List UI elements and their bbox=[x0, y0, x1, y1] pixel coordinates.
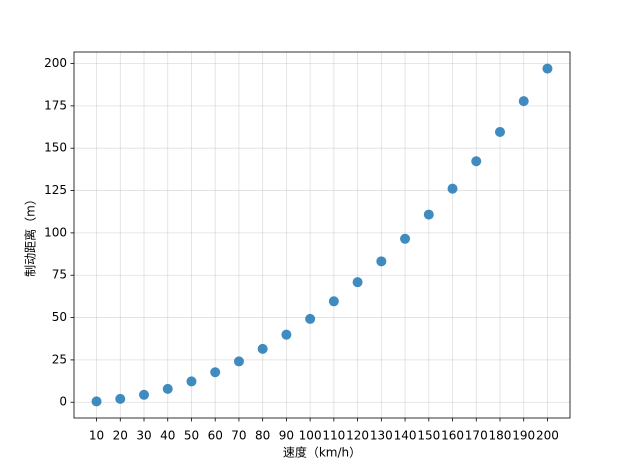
x-tick-label: 80 bbox=[255, 429, 270, 443]
point bbox=[518, 96, 529, 107]
point bbox=[376, 256, 387, 267]
x-tick-label: 70 bbox=[231, 429, 246, 443]
x-tick-label: 110 bbox=[322, 429, 345, 443]
point bbox=[91, 396, 102, 407]
point bbox=[210, 367, 221, 378]
x-tick-label: 10 bbox=[89, 429, 104, 443]
x-tick-label: 90 bbox=[279, 429, 294, 443]
x-tick-label: 160 bbox=[441, 429, 464, 443]
y-tick-label: 175 bbox=[44, 98, 67, 112]
x-tick-label: 40 bbox=[160, 429, 175, 443]
x-tick-label: 100 bbox=[299, 429, 322, 443]
x-tick-label: 140 bbox=[394, 429, 417, 443]
point bbox=[400, 233, 411, 244]
point bbox=[257, 343, 268, 354]
x-tick-label: 50 bbox=[184, 429, 199, 443]
x-tick-label: 200 bbox=[536, 429, 559, 443]
y-tick-label: 25 bbox=[52, 352, 67, 366]
point bbox=[139, 389, 150, 400]
x-tick-label: 150 bbox=[417, 429, 440, 443]
y-tick-label: 125 bbox=[44, 183, 67, 197]
x-tick-label: 180 bbox=[489, 429, 512, 443]
point bbox=[447, 183, 458, 194]
point bbox=[423, 209, 434, 220]
plot-frame bbox=[73, 51, 571, 419]
y-axis-label: 制动距离（m） bbox=[23, 193, 38, 277]
x-tick-label: 190 bbox=[512, 429, 535, 443]
point bbox=[542, 63, 553, 74]
x-tick-label: 170 bbox=[465, 429, 488, 443]
x-axis-label: 速度（km/h） bbox=[283, 445, 361, 460]
point bbox=[281, 329, 292, 340]
y-tick-label: 75 bbox=[52, 268, 67, 282]
point bbox=[115, 393, 126, 404]
point bbox=[352, 277, 363, 288]
point bbox=[305, 313, 316, 324]
x-tick-label: 30 bbox=[136, 429, 151, 443]
y-tick-label: 150 bbox=[44, 141, 67, 155]
point bbox=[233, 356, 244, 367]
y-tick-label: 200 bbox=[44, 56, 67, 70]
x-tick-label: 120 bbox=[346, 429, 369, 443]
point bbox=[328, 296, 339, 307]
x-tick-label: 130 bbox=[370, 429, 393, 443]
point bbox=[186, 376, 197, 387]
point bbox=[162, 383, 173, 394]
point bbox=[471, 156, 482, 167]
point bbox=[494, 126, 505, 137]
y-tick-label: 50 bbox=[52, 310, 67, 324]
x-tick-label: 20 bbox=[113, 429, 128, 443]
x-tick-label: 60 bbox=[208, 429, 223, 443]
y-tick-label: 0 bbox=[59, 395, 67, 409]
y-tick-label: 100 bbox=[44, 225, 67, 239]
